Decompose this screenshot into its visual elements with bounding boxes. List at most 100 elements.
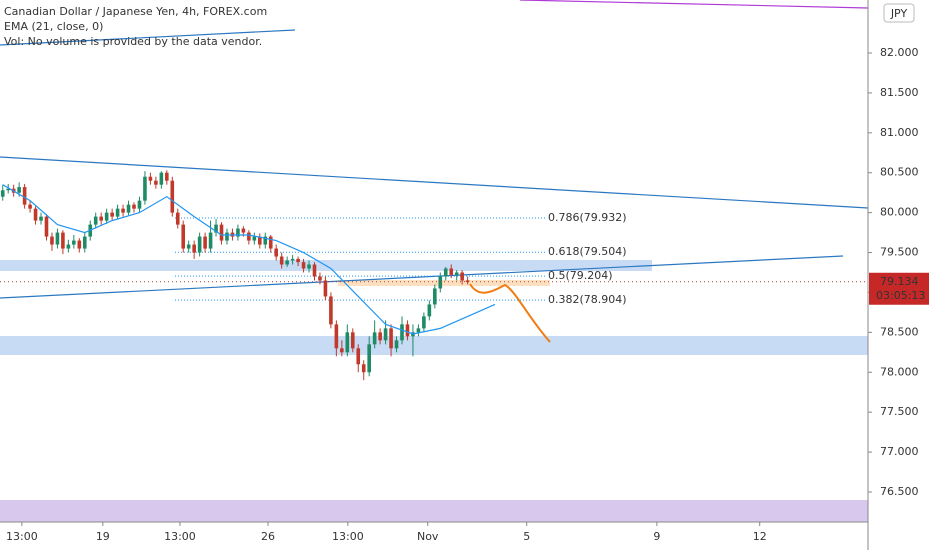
zone-purple (0, 500, 868, 522)
candle-body (148, 176, 153, 181)
fib-label: 0.5(79.204) (548, 269, 613, 282)
candle-body (449, 268, 454, 275)
candle-body (225, 232, 229, 241)
candle-body (0, 190, 5, 197)
candle-body (154, 180, 158, 185)
trend-line (0, 255, 844, 299)
y-tick-label: 77.500 (880, 405, 919, 418)
candle-body (219, 224, 224, 241)
candle-body (192, 244, 196, 253)
candle-body (296, 258, 300, 263)
y-tick-label: 77.000 (880, 445, 919, 458)
x-tick-label: 13:00 (332, 530, 364, 543)
y-tick-label: 80.000 (880, 206, 919, 219)
candle-body (22, 187, 27, 205)
candle-body (274, 248, 279, 257)
candle-body (372, 332, 377, 345)
candle-body (290, 258, 295, 261)
zone-blue (0, 336, 868, 355)
candle-body (389, 328, 393, 349)
candle-body (66, 244, 71, 249)
candle-body (454, 272, 459, 275)
candle-body (422, 316, 426, 329)
candle-body (318, 276, 322, 281)
candle-body (405, 324, 410, 337)
candle-body (17, 187, 21, 193)
ema-line (2, 184, 496, 335)
candle-body (361, 364, 366, 373)
y-tick-label: 78.000 (880, 365, 919, 378)
trend-line (519, 0, 869, 9)
countdown: 03:05:13 (876, 289, 925, 302)
projection (469, 283, 551, 343)
plot: 0.786(79.932) 0.618(79.504) 0.5(79.204) 0.3… (0, 170, 627, 381)
candle-body (33, 208, 38, 221)
candle-body (394, 340, 399, 349)
candle-body (61, 232, 65, 249)
candle-body (279, 256, 284, 265)
currency-box[interactable] (883, 3, 915, 23)
candle-body (126, 204, 131, 213)
candle-body (460, 272, 464, 281)
candle-body (345, 332, 350, 353)
candle-body (465, 280, 470, 283)
candle-body (247, 232, 251, 241)
candle-body (443, 268, 448, 277)
last-price-badge (869, 272, 929, 305)
candle-body (236, 228, 240, 237)
candle-body (28, 204, 32, 209)
candle-body (334, 324, 339, 349)
indicator-label: EMA (21, close, 0) (4, 20, 103, 33)
candle-body (383, 328, 388, 341)
candle-body (329, 296, 333, 325)
candle-body (433, 288, 437, 305)
x-tick-label: 13:00 (6, 530, 38, 543)
candle-body (99, 216, 103, 221)
candle-body (132, 204, 136, 209)
zone-orange (338, 280, 550, 286)
candle-body (214, 224, 218, 233)
candle-body (137, 200, 142, 209)
candle-body (378, 332, 382, 341)
candle-body (350, 332, 355, 349)
x-tick-label: Nov (417, 530, 439, 543)
candle-body (82, 236, 87, 249)
x-tick-label: 5 (523, 530, 530, 543)
candle-body (197, 236, 202, 253)
y-tick-label: 76.500 (880, 485, 919, 498)
candle-body (170, 180, 175, 213)
candle-body (356, 348, 361, 365)
candle-body (44, 216, 49, 237)
x-tick-label: 26 (261, 530, 275, 543)
x-tick-label: 12 (753, 530, 767, 543)
fib-label: 0.786(79.932) (548, 211, 627, 224)
y-tick-label: 79.500 (880, 246, 919, 259)
y-tick-label: 80.500 (880, 166, 919, 179)
candle-body (115, 208, 120, 217)
candle-body (427, 304, 432, 317)
candle-body (181, 224, 186, 249)
trend-line (0, 156, 869, 209)
candle-body (438, 276, 443, 289)
candle-body (50, 236, 54, 245)
candle-body (77, 240, 82, 249)
candle-body (175, 212, 180, 225)
candle-body (257, 236, 262, 245)
candle-body (340, 348, 344, 353)
candle-body (323, 280, 328, 297)
candle-body (252, 236, 257, 241)
candle-body (143, 176, 147, 201)
candle-body (55, 232, 60, 245)
candle-body (301, 262, 306, 269)
candle-body (159, 172, 164, 185)
fib-label: 0.382(78.904) (548, 293, 627, 306)
candle-body (121, 208, 125, 213)
candle-body (104, 212, 109, 221)
currency[interactable]: JPY (890, 7, 908, 20)
chart-title: Canadian Dollar / Japanese Yen, 4h, FORE… (4, 5, 267, 18)
candle-body (367, 344, 371, 373)
last-price-label: 79.134 (880, 275, 919, 288)
trend-line (0, 29, 296, 46)
candle-body (416, 328, 421, 333)
